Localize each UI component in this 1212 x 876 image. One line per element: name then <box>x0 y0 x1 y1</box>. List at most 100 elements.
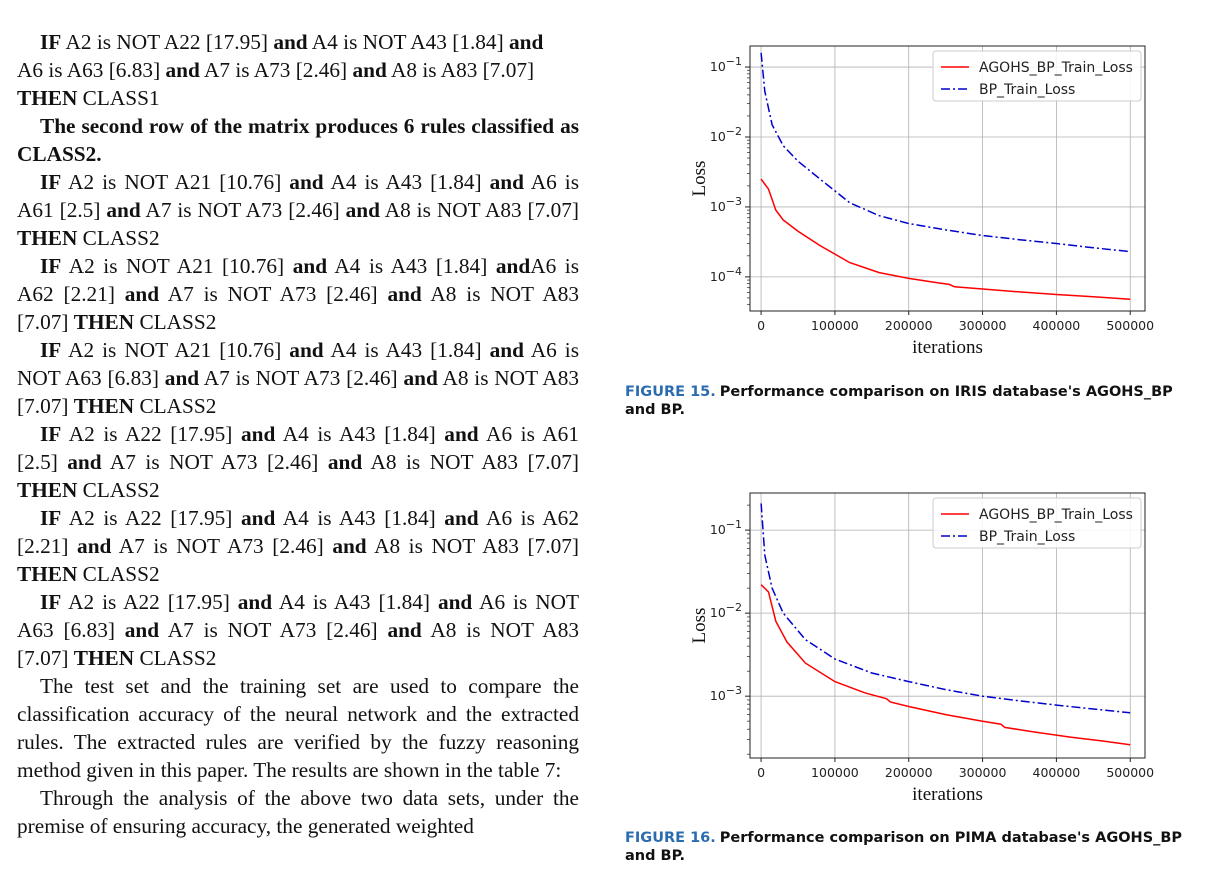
x-tick-label: 500000 <box>1106 765 1154 780</box>
keyword: and <box>489 170 524 194</box>
keyword: and <box>124 282 160 306</box>
rule-text: A8 is NOT A83 [7.07] <box>17 618 580 670</box>
keyword: and <box>289 338 324 362</box>
rule-item: IF A2 is A22 [17.95] and A4 is A43 [1.84… <box>17 420 579 504</box>
rule-text: A7 is NOT A73 [2.46] <box>199 366 404 390</box>
keyword: and <box>495 254 531 278</box>
x-tick-label: 400000 <box>1033 765 1081 780</box>
keyword: and <box>403 366 438 390</box>
keyword: and <box>444 506 479 530</box>
keyword: and <box>292 254 328 278</box>
rule-text: CLASS2 <box>134 646 217 670</box>
y-tick-label: 10−4 <box>710 265 742 284</box>
keyword: and <box>509 30 544 54</box>
keyword: THEN <box>17 478 78 502</box>
figure-number: FIGURE 16. <box>625 830 716 846</box>
y-tick-label: 10−2 <box>710 601 742 620</box>
rule-text: A2 is NOT A21 [10.76] <box>61 170 290 194</box>
keyword: and <box>240 506 276 530</box>
rule-text: A2 is NOT A21 [10.76] <box>61 338 290 362</box>
rule-text: CLASS2 <box>134 310 217 334</box>
keyword: and <box>444 422 479 446</box>
rule-text: A6 is A62 [2.21] <box>17 254 579 306</box>
keyword: and <box>67 450 102 474</box>
row2-heading: The second row of the matrix produces 6 … <box>17 114 579 166</box>
y-axis-label: Loss <box>689 608 710 644</box>
keyword: THEN <box>17 86 78 110</box>
x-tick-label: 100000 <box>811 765 859 780</box>
keyword: THEN <box>17 226 78 250</box>
keyword: and <box>289 170 324 194</box>
figure-16-chart: 0 100000 200000 300000 400000 500000 10−1 10−2 1… <box>689 487 1154 807</box>
y-tick-label: 10−1 <box>710 55 742 74</box>
rule-text: A8 is NOT A83 [7.07] <box>17 282 580 334</box>
loss-chart-pima: 0 100000 200000 300000 400000 500000 10−1 10−2 1… <box>689 492 1154 805</box>
keyword: IF <box>40 254 62 278</box>
rule-text: A6 is NOT A63 [6.83] <box>17 590 579 642</box>
x-tick-label: 0 <box>757 318 765 333</box>
keyword: THEN <box>73 310 135 334</box>
keyword: and <box>387 282 422 306</box>
keyword: IF <box>40 338 62 362</box>
rule-text: CLASS2 <box>77 478 160 502</box>
y-tick-label: 10−1 <box>710 518 742 537</box>
rule-text: A7 is A73 [2.46] <box>199 58 353 82</box>
rule-text: A6 is NOT A63 [6.83] <box>17 338 579 390</box>
rule-text: A8 is NOT A83 [7.07] <box>362 450 579 474</box>
rule-text: A2 is A22 [17.95] <box>61 422 241 446</box>
left-column-text: IF A2 is NOT A22 [17.95] and A4 is NOT A… <box>17 28 579 840</box>
keyword: IF <box>40 170 62 194</box>
keyword: and <box>345 198 380 222</box>
keyword: and <box>106 198 141 222</box>
series-line-bp-train-loss <box>760 52 1131 253</box>
rule-text: A2 is NOT A21 [10.76] <box>61 254 293 278</box>
plot-frame <box>749 45 1146 312</box>
rule-text: A4 is A43 [1.84] <box>272 590 438 614</box>
rule-item: IF A2 is A22 [17.95] and A4 is A43 [1.84… <box>17 588 579 672</box>
legend-box <box>932 50 1142 102</box>
legend-label: AGOHS_BP_Train_Loss <box>979 60 1133 76</box>
legend-label: AGOHS_BP_Train_Loss <box>979 507 1133 523</box>
rule-line: THEN CLASS1 <box>17 84 579 112</box>
series-line-agohs-bp-train-loss <box>760 584 1131 746</box>
rule-text: CLASS1 <box>77 86 160 110</box>
y-tick-label: 10−3 <box>710 684 742 703</box>
series-line-bp-train-loss <box>760 503 1131 714</box>
caption-text: Performance comparison on IRIS database'… <box>625 384 1173 418</box>
rule-text: A7 is NOT A73 [2.46] <box>111 534 333 558</box>
rule-text: A7 is NOT A73 [2.46] <box>159 618 388 642</box>
legend-label: BP_Train_Loss <box>979 82 1075 98</box>
rule-text: A7 is NOT A73 [2.46] <box>140 198 346 222</box>
rule-text: A2 is NOT A22 [17.95] <box>61 30 274 54</box>
x-tick-label: 400000 <box>1033 318 1081 333</box>
rule-line: IF A2 is NOT A22 [17.95] and A4 is NOT A… <box>17 28 579 56</box>
rule-text: A8 is A83 [7.07] <box>386 58 535 82</box>
rule-item: IF A2 is A22 [17.95] and A4 is A43 [1.84… <box>17 504 579 588</box>
keyword: and <box>240 422 276 446</box>
rule-text: A8 is NOT A83 [7.07] <box>379 198 580 222</box>
rule-text: A4 is A43 [1.84] <box>327 254 496 278</box>
keyword: and <box>437 590 473 614</box>
keyword: and <box>387 618 422 642</box>
x-tick-label: 0 <box>757 765 765 780</box>
keyword: IF <box>40 506 62 530</box>
rule-text: A4 is A43 [1.84] <box>275 506 445 530</box>
rule-text: A7 is NOT A73 [2.46] <box>101 450 328 474</box>
y-axis-label: Loss <box>689 161 710 197</box>
rule-text: A8 is NOT A83 [7.07] <box>366 534 579 558</box>
rule-text: A4 is NOT A43 [1.84] <box>307 30 509 54</box>
figure-15-caption: FIGURE 15. Performance comparison on IRIS… <box>625 383 1185 419</box>
figure-15-chart: 0 100000 200000 300000 400000 500000 10−1 10−2 1… <box>689 40 1154 360</box>
x-tick-label: 300000 <box>959 318 1007 333</box>
keyword: IF <box>40 422 62 446</box>
legend-box <box>932 497 1142 549</box>
x-axis-label: iterations <box>912 337 983 358</box>
keyword: and <box>489 338 524 362</box>
keyword: and <box>237 590 273 614</box>
keyword: and <box>332 534 367 558</box>
rule-text: CLASS2 <box>134 394 217 418</box>
keyword: and <box>164 366 200 390</box>
paragraph-1: The test set and the training set are us… <box>17 674 579 782</box>
figure-16-caption: FIGURE 16. Performance comparison on PIMA… <box>625 829 1185 865</box>
keyword: and <box>273 30 308 54</box>
